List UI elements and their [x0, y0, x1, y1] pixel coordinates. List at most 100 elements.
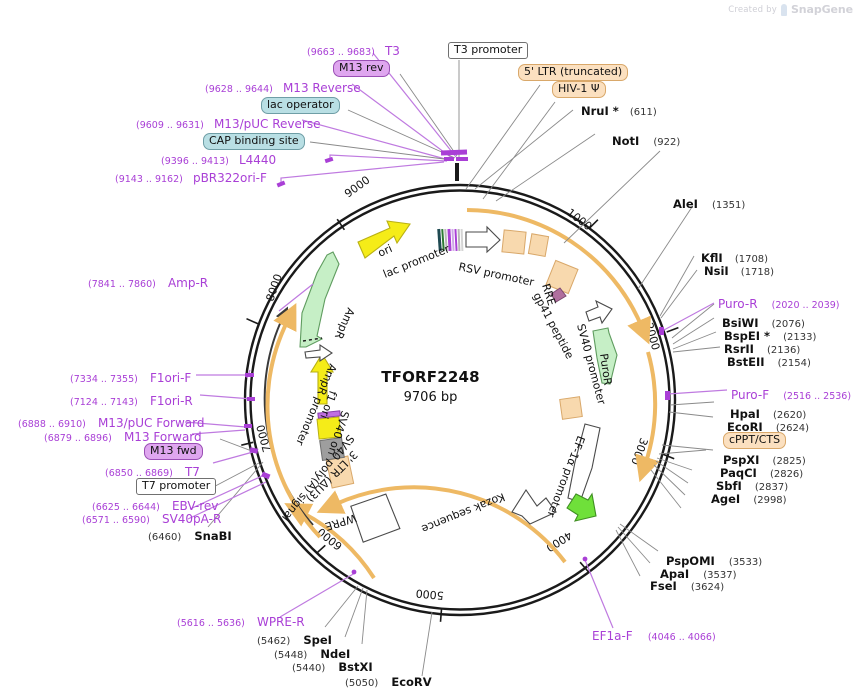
feature-ori-arrow [357, 220, 411, 259]
chip-hiv-1-psi[interactable]: HIV-1 Ψ [552, 81, 606, 99]
enzyme-pos-fsei: (3624) [690, 582, 725, 593]
enzyme-name-nsii: NsiI [704, 264, 729, 278]
enzyme-pos-spei: (5462) [257, 636, 291, 647]
chip-t3-promoter[interactable]: T3 promoter [448, 42, 529, 60]
chip-leader-lines [201, 60, 556, 494]
primer-name-puro-r: Puro-R [718, 297, 758, 311]
enzyme-pos-bspei: (2133) [783, 332, 817, 343]
chip-label-t7-promoter: T7 promoter [142, 479, 211, 492]
enzyme-name-hpai: HpaI [730, 407, 760, 421]
primer-label-t3: (9663 .. 9683) T3 [307, 42, 400, 58]
enzyme-label-ecorv: (5050) EcoRV [345, 673, 432, 689]
enzyme-label-pspomi: PspOMI (3533) [666, 552, 762, 568]
chip-m13-fwd[interactable]: M13 fwd [144, 443, 203, 461]
primer-leader-lines [184, 52, 728, 629]
enzyme-pos-bstxi: (5440) [292, 663, 326, 674]
enzyme-label-ecori: EcoRI (2624) [727, 418, 809, 434]
direction-arc-group [263, 208, 660, 580]
chip-label-cppt-cts: cPPT/CTS [729, 433, 781, 446]
primer-label-pbr322ori-f: (9143 .. 9162) pBR322ori-F [115, 169, 267, 185]
primer-label-m13-forward: (6879 .. 6896) M13 Forward [44, 428, 202, 444]
primer-name-wpre-r: WPRE-R [256, 615, 305, 629]
enzyme-name-bstetii: BstEII [727, 355, 765, 369]
enzyme-name-noti: NotI [612, 134, 640, 148]
enzyme-pos-sbfi: (2837) [754, 482, 789, 493]
enzyme-name-nrui: NruI * [581, 104, 619, 118]
primer-label-l4440: (9396 .. 9413) L4440 [161, 151, 276, 167]
chip-label-cap-binding-site: CAP binding site [209, 134, 299, 147]
feature-sv40-promoter-arrow [585, 299, 613, 325]
enzyme-label-apai: ApaI (3537) [660, 565, 737, 581]
enzyme-label-hpai: HpaI (2620) [730, 405, 806, 421]
feature-label-rre: RRE [539, 282, 558, 307]
feature-small-purple-block [317, 410, 341, 419]
primer-range-ebv-rev: (6625 .. 6644) [92, 502, 160, 513]
plasmid-size-label: 9706 bp [403, 390, 458, 405]
feature-kozak-arrow [511, 489, 557, 525]
primer-range-puro-r: (2020 .. 2039) [771, 300, 840, 311]
enzyme-label-paqci: PaqCI (2826) [720, 464, 803, 480]
feature-sv40-ori-block [316, 416, 342, 440]
primer-name-m13-reverse: M13 Reverse [282, 81, 361, 95]
enzyme-label-spei: (5462) SpeI [257, 631, 332, 647]
enzyme-label-rsrii: RsrII (2136) [724, 340, 800, 356]
primer-name-puro-f: Puro-F [731, 388, 770, 402]
chip-label-m13-rev: M13 rev [339, 61, 384, 74]
feature-ef1a-green-arrow [566, 492, 597, 522]
primer-name-ef1a-f: EF1a-F [592, 629, 633, 643]
enzyme-pos-pspxi: (2825) [772, 456, 806, 467]
feature-site-marks [244, 149, 670, 575]
enzyme-pos-nsii: (1718) [740, 267, 775, 278]
svg-text:2000: 2000 [642, 321, 662, 351]
enzyme-label-nrui: NruI * (611) [581, 102, 657, 118]
primer-range-l4440: (9396 .. 9413) [161, 156, 229, 167]
enzyme-name-fsei: FseI [650, 579, 677, 593]
feature-sv40-polya-block [319, 437, 345, 461]
enzyme-pos-ecori: (2624) [775, 423, 810, 434]
primer-label-t7: (6850 .. 6869) T7 [105, 463, 200, 479]
enzyme-pos-rsrii: (2136) [767, 345, 801, 356]
feature-rsv-promoter-arrow [465, 225, 501, 254]
feature-ampr-arrow [299, 251, 340, 348]
feature-wpre-box [350, 493, 401, 543]
primer-name-f1ori-r: F1ori-R [149, 394, 193, 408]
primer-label-ef1a-f: EF1a-F (4046 .. 4066) [592, 627, 716, 643]
enzyme-label-kfli: KflI (1708) [701, 249, 768, 265]
primer-name-l4440: L4440 [238, 153, 277, 167]
enzyme-label-pspxi: PspXI (2825) [723, 451, 806, 467]
snapgene-logo-icon [780, 3, 787, 16]
enzyme-name-apai: ApaI [660, 567, 690, 581]
enzyme-label-agei: AgeI (2998) [711, 490, 787, 506]
enzyme-pos-bstetii: (2154) [777, 358, 811, 369]
primer-label-ebv-rev: (6625 .. 6644) EBV-rev [92, 497, 218, 513]
enzyme-label-alei: AleI (1351) [673, 195, 745, 211]
enzyme-label-bstetii: BstEII (2154) [727, 353, 811, 369]
chip-cppt-cts[interactable]: cPPT/CTS [723, 432, 787, 450]
primer-name-sv40pa-r: SV40pA-R [161, 512, 222, 526]
chip-t7-promoter[interactable]: T7 promoter [136, 478, 217, 496]
axis-tick-4000: 4000 [544, 528, 589, 573]
chip-cap-binding-site[interactable]: CAP binding site [203, 133, 305, 151]
enzyme-name-agei: AgeI [711, 492, 741, 506]
chip-m13-rev[interactable]: M13 rev [333, 60, 390, 78]
enzyme-pos-paqci: (2826) [769, 469, 804, 480]
snapgene-watermark: Created by SnapGene [728, 3, 853, 16]
enzyme-pos-ecorv: (5050) [345, 678, 379, 689]
page-title: TFORF2248 [381, 368, 480, 386]
inner-feature-shapes [299, 220, 618, 543]
enzyme-pos-noti: (922) [653, 137, 681, 148]
chip-lac-operator[interactable]: lac operator [261, 97, 340, 115]
primer-range-pbr322ori-f: (9143 .. 9162) [115, 174, 183, 185]
chip-5-ltr-truncated[interactable]: 5' LTR (truncated) [518, 64, 629, 82]
primer-name-amp-r: Amp-R [167, 276, 209, 290]
plasmid-center-title: TFORF2248 9706 bp [0, 368, 861, 405]
enzyme-name-kfli: KflI [701, 251, 723, 265]
primer-label-puro-r: Puro-R (2020 .. 2039) [718, 295, 840, 311]
svg-text:8000: 8000 [264, 272, 285, 303]
primer-range-puro-f: (2516 .. 2536) [783, 391, 852, 402]
axis-tick-8000: 8000 [246, 272, 285, 325]
primer-range-ef1a-f: (4046 .. 4066) [647, 632, 716, 643]
enzyme-pos-apai: (3537) [703, 570, 737, 581]
enzyme-name-bspei: BspEI * [724, 329, 770, 343]
primer-label-puro-f: Puro-F (2516 .. 2536) [731, 386, 851, 402]
